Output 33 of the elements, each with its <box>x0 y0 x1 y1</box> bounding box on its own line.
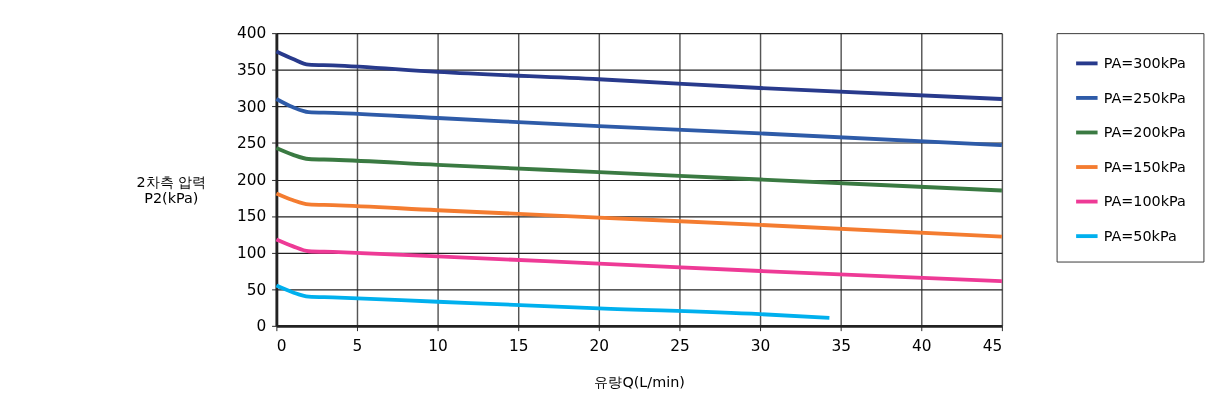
x-tick-label: 25 <box>670 337 690 356</box>
legend-label: PA=250kPa <box>1103 89 1186 106</box>
y-tick-label: 400 <box>237 24 267 43</box>
x-tick-label: 35 <box>831 337 851 356</box>
x-tick-label: 10 <box>428 337 448 356</box>
y-tick-label: 350 <box>237 61 267 80</box>
x-tick-label: 15 <box>508 337 529 356</box>
line-series <box>274 283 832 320</box>
y-tick-label: 150 <box>237 207 267 226</box>
x-tick-label: 45 <box>982 337 1003 356</box>
x-tick-label: 30 <box>750 337 771 356</box>
line-series <box>274 191 1004 239</box>
x-tick-label: 20 <box>589 337 610 356</box>
y-tick-label: 250 <box>237 134 267 153</box>
x-tick-label: 40 <box>912 337 932 356</box>
y-tick-label: 0 <box>256 317 267 336</box>
y-tick-label: 300 <box>237 97 267 116</box>
x-tick-label: 5 <box>352 337 363 356</box>
x-tick-label: 0 <box>276 337 287 356</box>
line-series <box>274 237 1004 284</box>
y-tick-label: 50 <box>246 280 267 299</box>
legend-label: PA=300kPa <box>1103 55 1186 72</box>
legend-label: PA=100kPa <box>1103 193 1186 210</box>
line-series <box>274 49 1004 101</box>
line-series <box>274 146 1004 193</box>
legend-label: PA=200kPa <box>1103 124 1186 141</box>
y-tick-label: 200 <box>237 170 267 189</box>
legend-label: PA=50kPa <box>1103 227 1177 244</box>
y-axis-title: 2차측 압력 P2(kPa) <box>136 174 207 207</box>
y-tick-label: 100 <box>237 243 267 262</box>
legend-label: PA=150kPa <box>1103 158 1186 175</box>
x-axis-title: 유량Q(L/min) <box>594 373 685 390</box>
line-series <box>274 97 1004 148</box>
